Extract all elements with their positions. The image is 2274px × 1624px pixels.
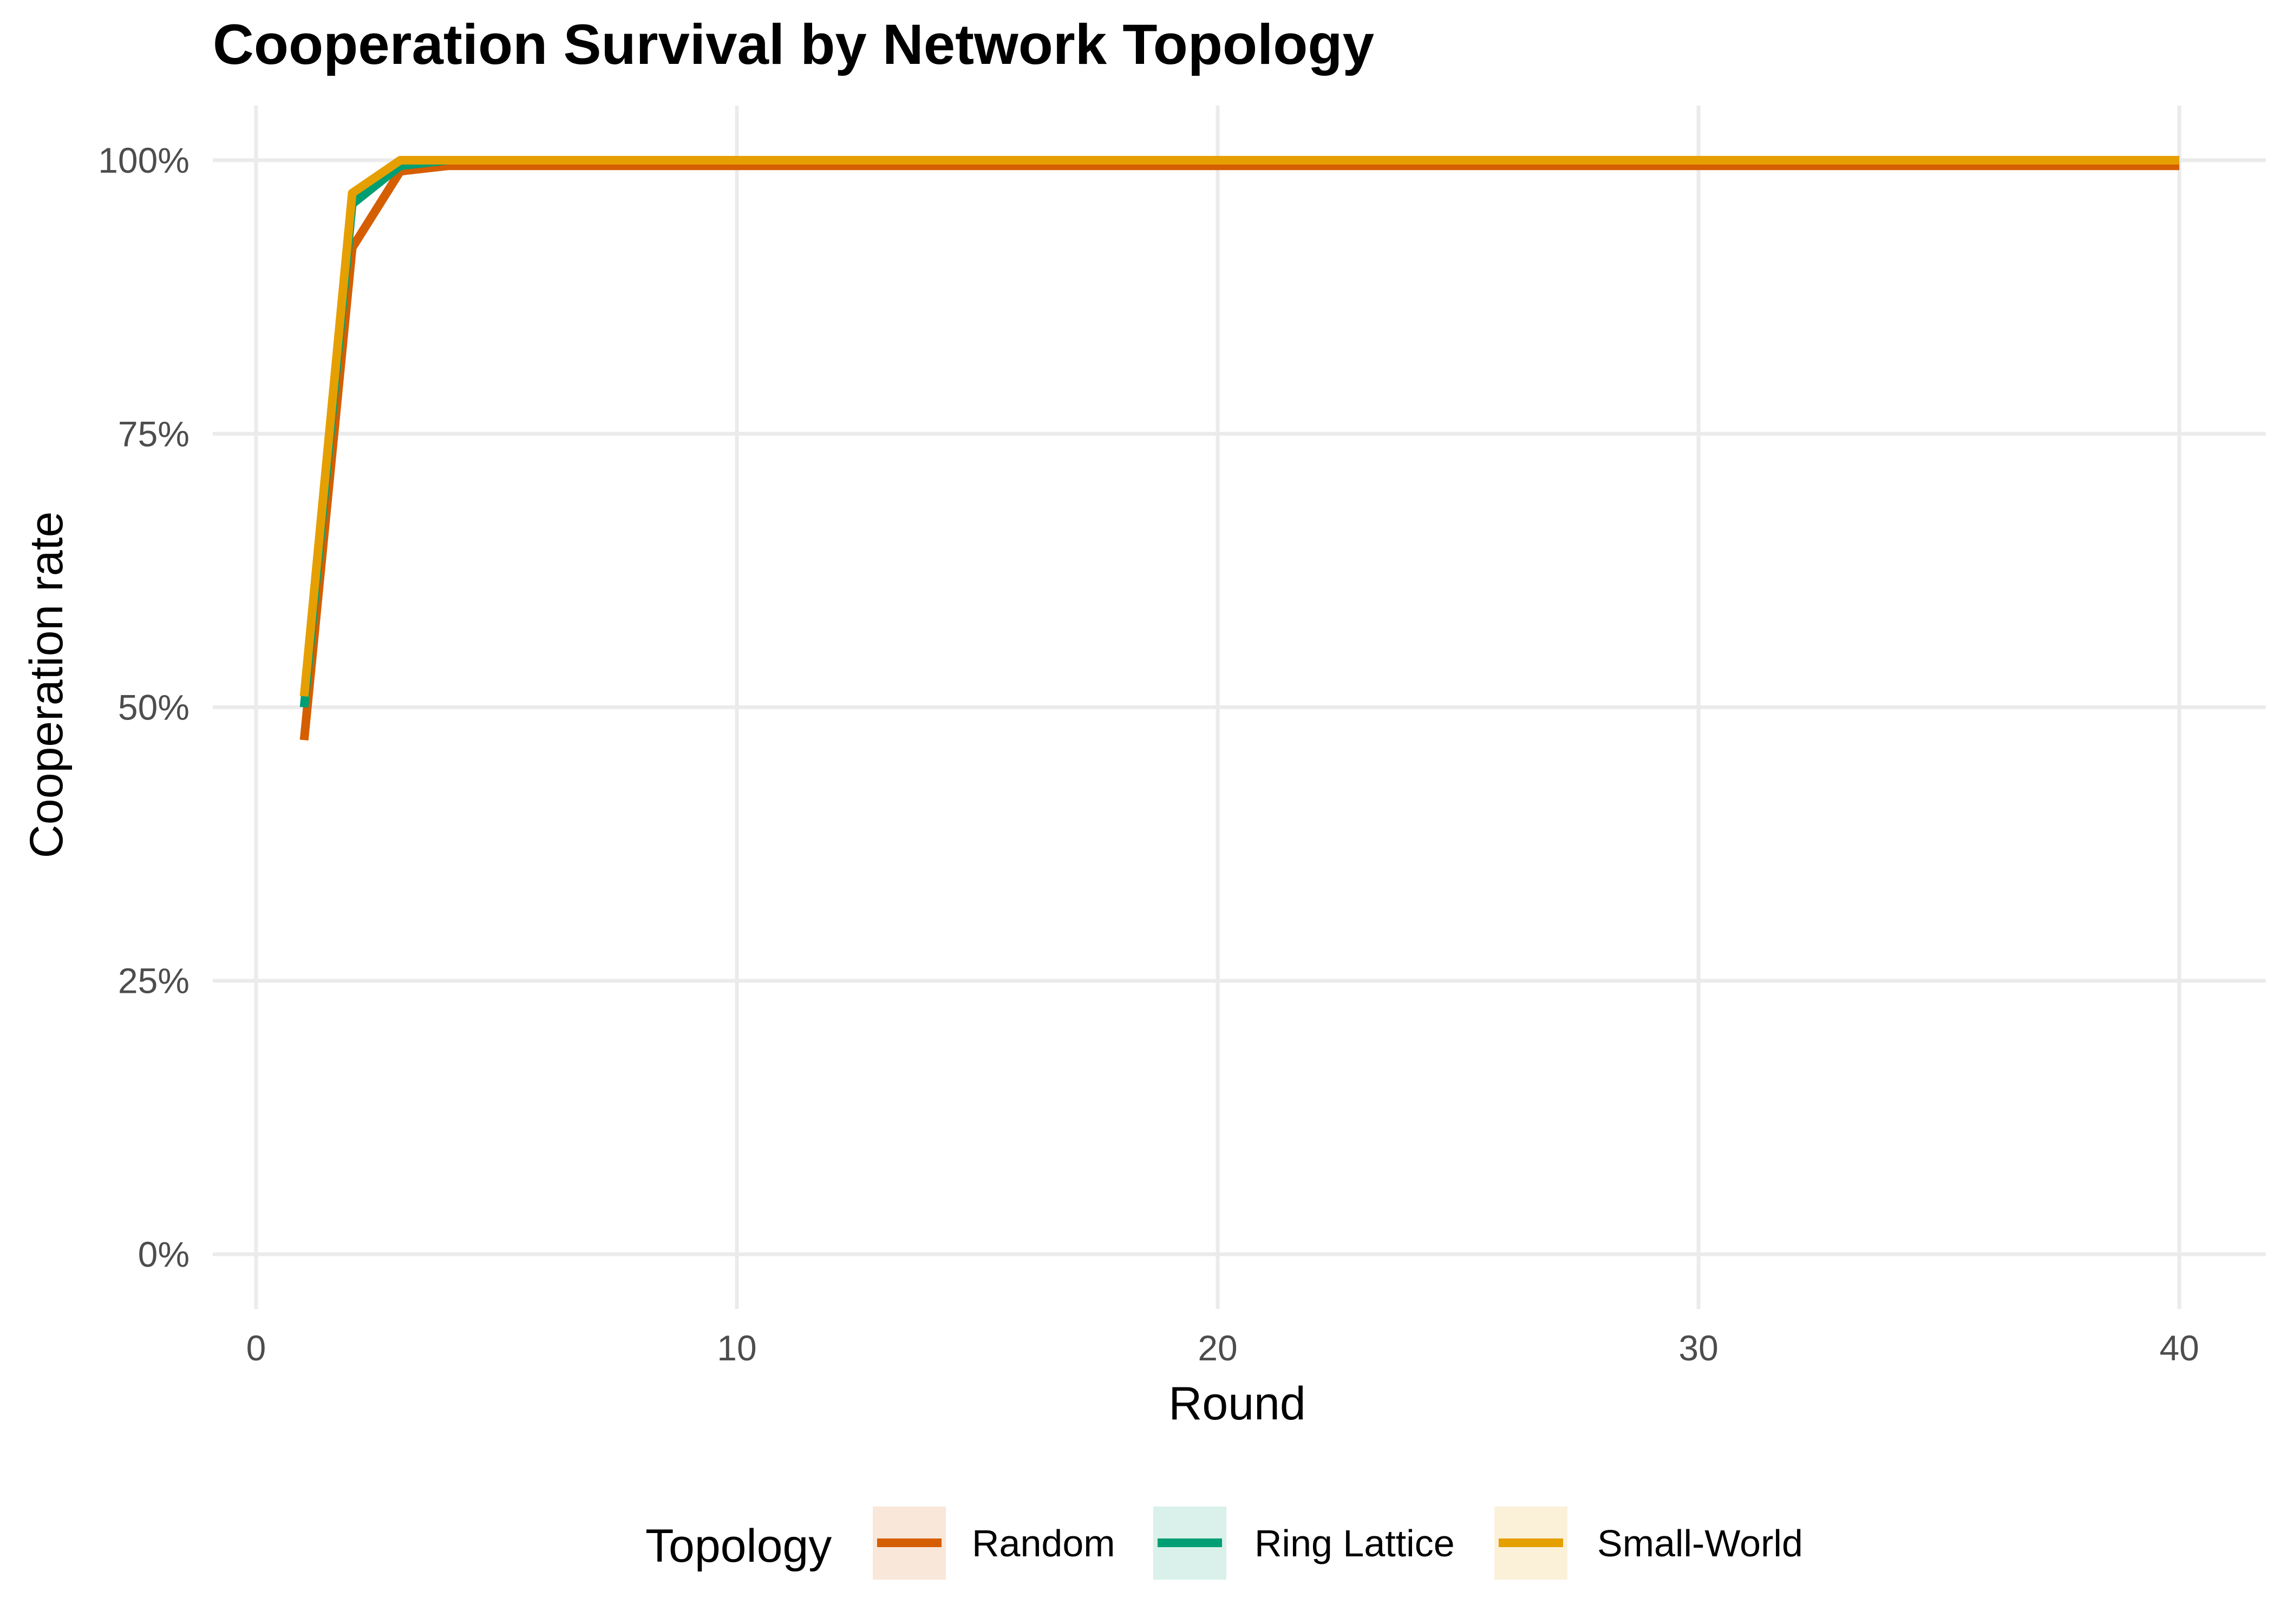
legend-label-random: Random <box>972 1522 1115 1564</box>
y-tick-label: 25% <box>118 961 190 1001</box>
x-axis-tick-labels: 0 10 20 30 40 <box>246 1328 2199 1368</box>
y-tick-label: 100% <box>98 140 190 180</box>
series-line-random <box>299 161 2180 741</box>
legend-label-small-world: Small-World <box>1597 1522 1803 1564</box>
x-tick-label: 30 <box>1678 1328 1718 1368</box>
series-lines <box>299 156 2180 741</box>
y-tick-label: 0% <box>138 1234 190 1274</box>
x-axis-title: Round <box>1168 1378 1305 1430</box>
x-tick-label: 10 <box>717 1328 756 1368</box>
y-tick-label: 50% <box>118 687 190 728</box>
y-tick-label: 75% <box>118 414 190 454</box>
legend: Topology Random Ring Lattice Small-World <box>645 1507 1803 1580</box>
legend-title: Topology <box>645 1520 832 1572</box>
x-tick-label: 40 <box>2159 1328 2199 1368</box>
chart-title: Cooperation Survival by Network Topology <box>213 13 1374 76</box>
y-axis-title: Cooperation rate <box>21 512 73 859</box>
x-tick-label: 0 <box>246 1328 266 1368</box>
legend-label-ring-lattice: Ring Lattice <box>1254 1522 1455 1564</box>
y-axis-tick-labels: 0% 25% 50% 75% 100% <box>98 140 190 1274</box>
x-tick-label: 20 <box>1198 1328 1237 1368</box>
series-line-small-world <box>299 156 2180 697</box>
legend-items: Random Ring Lattice Small-World <box>873 1507 1803 1580</box>
